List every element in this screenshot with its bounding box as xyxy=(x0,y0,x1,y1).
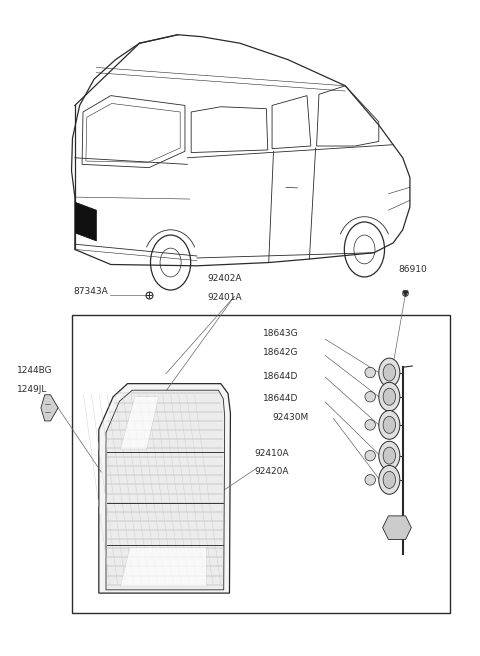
Text: 92430M: 92430M xyxy=(273,413,309,422)
Polygon shape xyxy=(75,202,96,241)
Circle shape xyxy=(379,358,400,387)
Circle shape xyxy=(383,447,396,464)
Polygon shape xyxy=(99,384,230,593)
Text: 86910: 86910 xyxy=(398,265,427,274)
Text: 92401A: 92401A xyxy=(207,293,242,302)
Polygon shape xyxy=(383,516,411,539)
Polygon shape xyxy=(120,397,158,449)
Circle shape xyxy=(383,417,396,434)
Circle shape xyxy=(379,382,400,411)
Circle shape xyxy=(383,364,396,381)
Polygon shape xyxy=(106,390,225,590)
Text: 92402A: 92402A xyxy=(207,274,242,283)
Polygon shape xyxy=(41,395,58,421)
Bar xyxy=(72,315,450,613)
Text: 92410A: 92410A xyxy=(254,449,289,458)
Text: 92420A: 92420A xyxy=(254,468,289,476)
Circle shape xyxy=(379,466,400,494)
Ellipse shape xyxy=(365,475,375,485)
Text: 1244BG: 1244BG xyxy=(17,366,53,375)
Text: 87343A: 87343A xyxy=(73,287,108,296)
Circle shape xyxy=(383,388,396,405)
Circle shape xyxy=(379,441,400,470)
Circle shape xyxy=(379,411,400,440)
Text: 1249JL: 1249JL xyxy=(17,385,48,394)
Ellipse shape xyxy=(365,451,375,461)
Text: 18643G: 18643G xyxy=(263,329,299,338)
Ellipse shape xyxy=(365,420,375,430)
Polygon shape xyxy=(120,547,206,586)
Ellipse shape xyxy=(365,367,375,378)
Text: 18642G: 18642G xyxy=(263,348,299,358)
Ellipse shape xyxy=(365,392,375,402)
Text: 18644D: 18644D xyxy=(263,372,299,381)
Circle shape xyxy=(383,472,396,488)
Text: 18644D: 18644D xyxy=(263,394,299,403)
